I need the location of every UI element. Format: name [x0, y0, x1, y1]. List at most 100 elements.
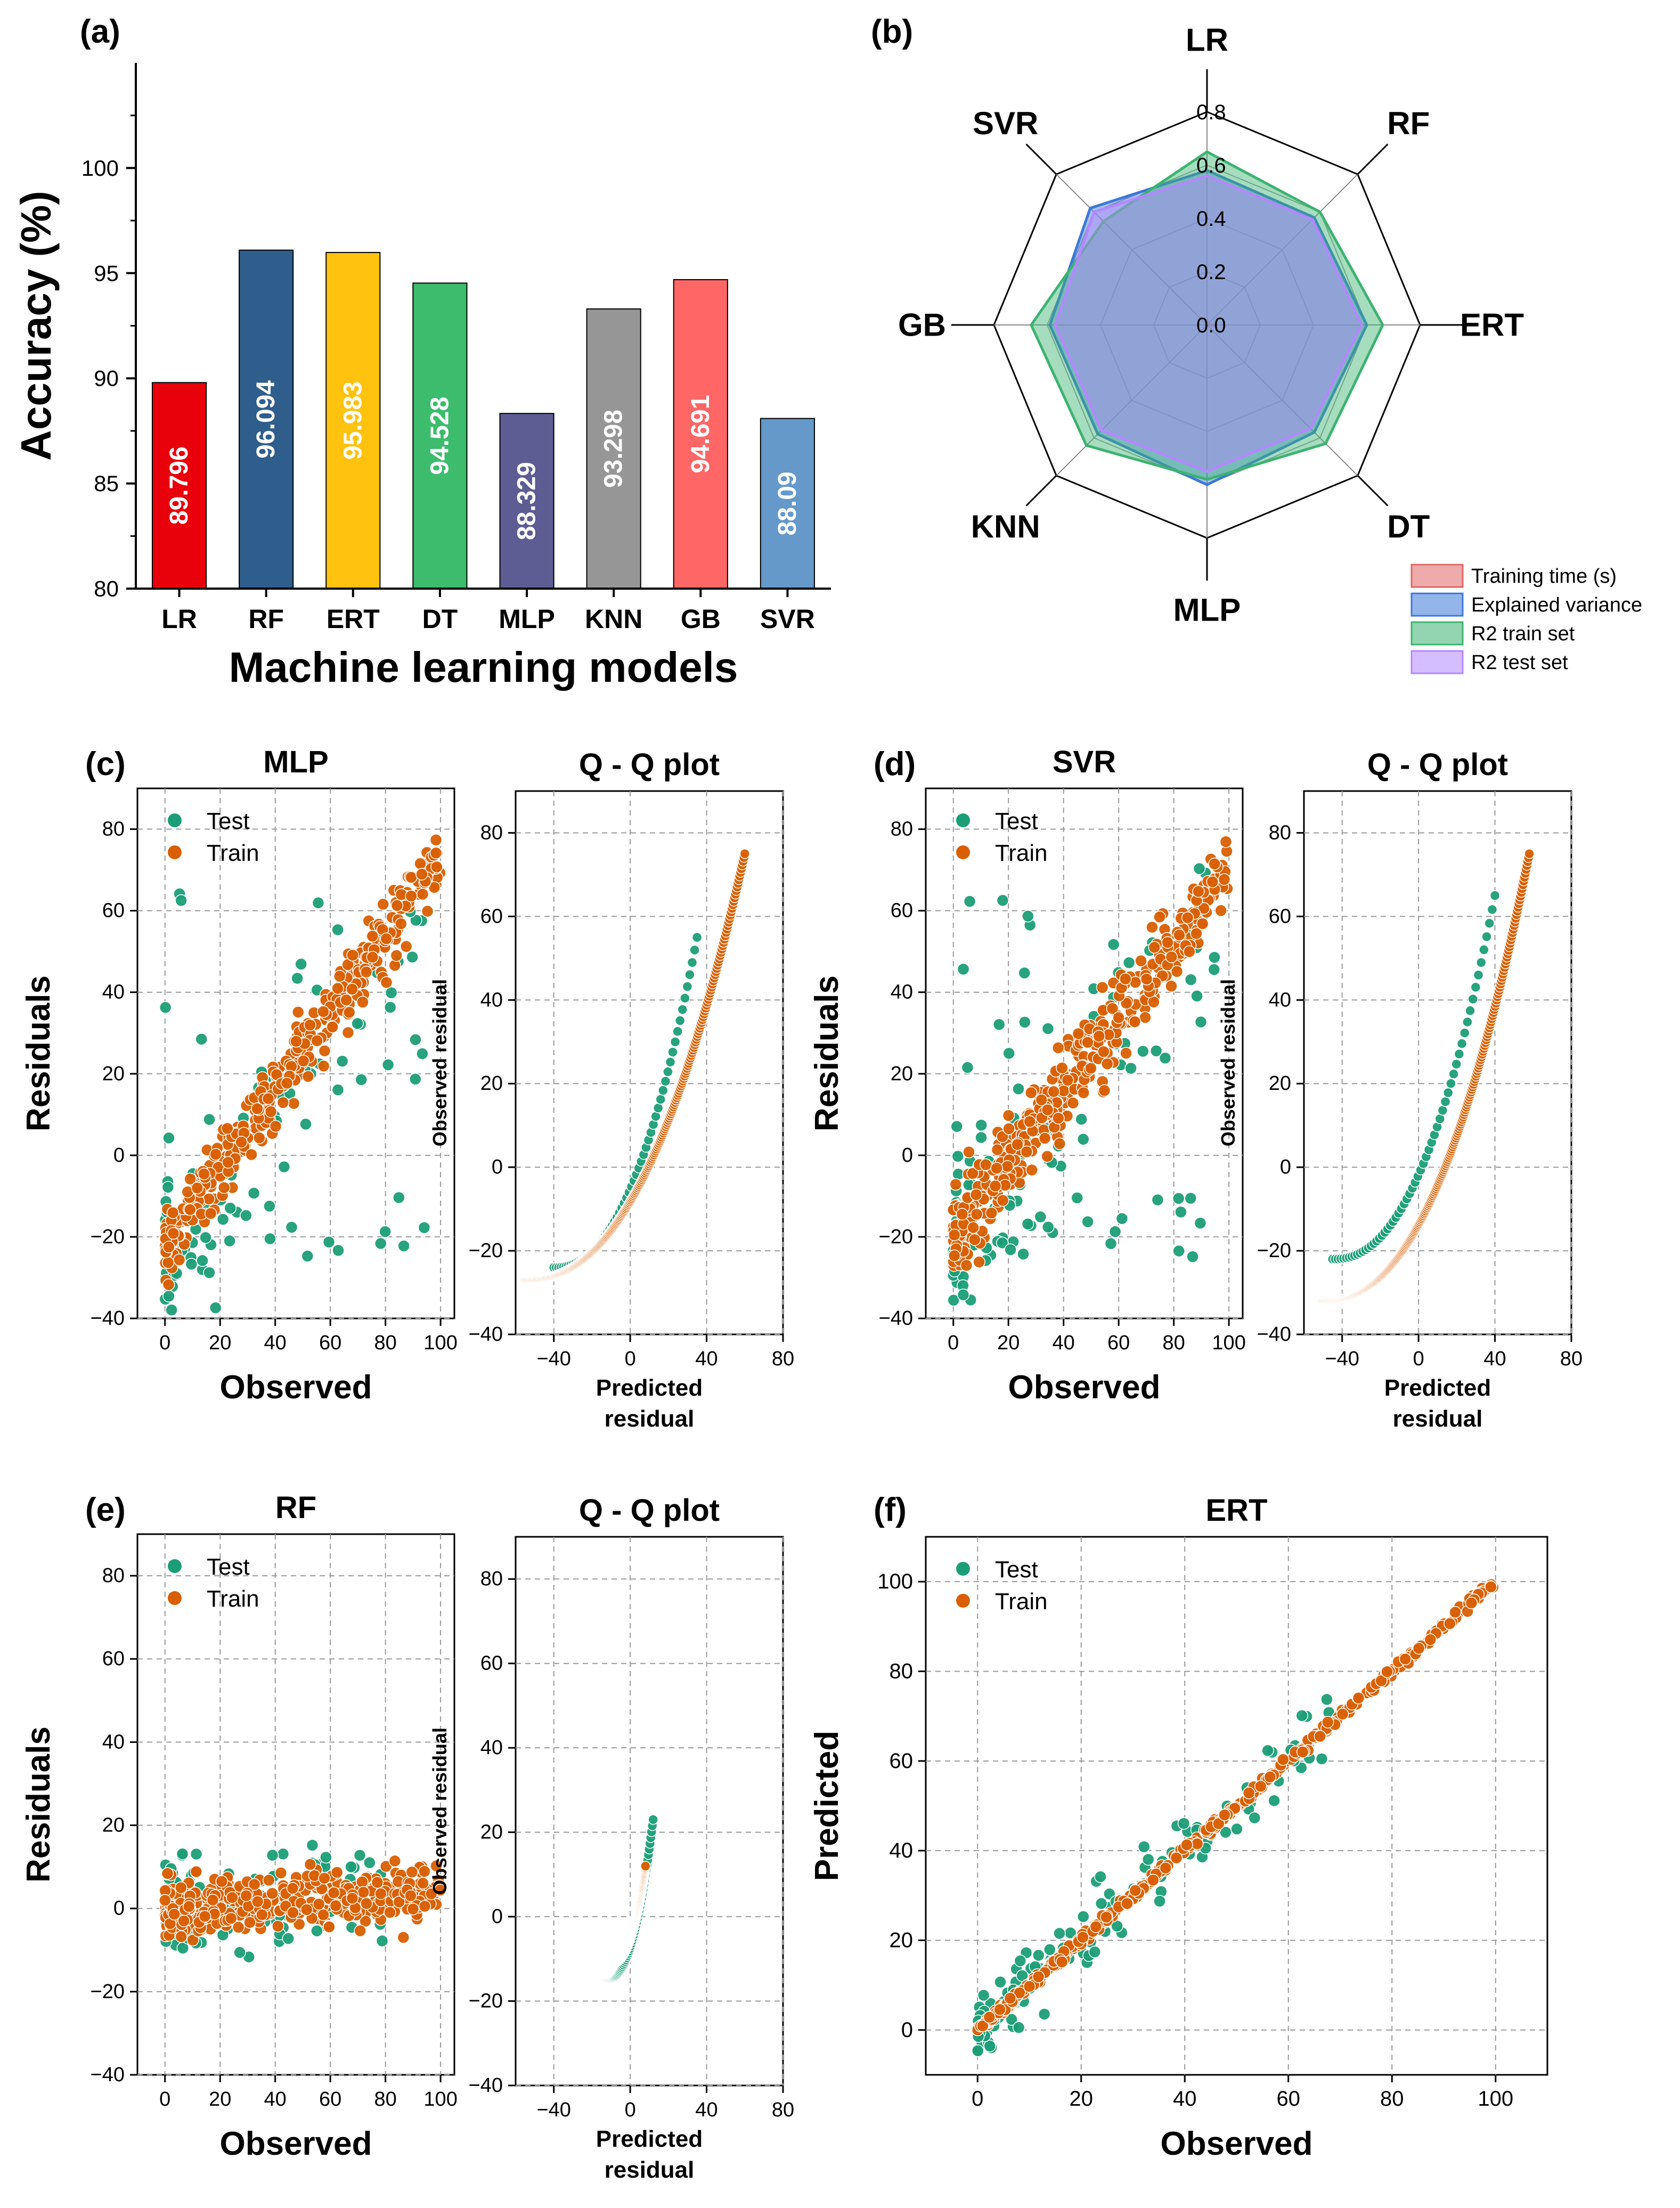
y-tick-label: 80	[102, 1565, 125, 1587]
data-point	[1489, 890, 1500, 901]
data-point	[1153, 910, 1166, 924]
x-tick-label: −40	[536, 1348, 570, 1370]
legend-marker	[956, 1562, 970, 1576]
data-point	[682, 981, 693, 992]
series-test	[1327, 890, 1500, 1265]
legend-label: Training time (s)	[1471, 565, 1617, 588]
data-point	[405, 1865, 419, 1879]
data-point	[221, 1122, 234, 1135]
data-point	[353, 1849, 366, 1862]
radar-r-tick-label: 0.0	[1196, 314, 1226, 337]
radar-spoke-ext	[1357, 143, 1389, 175]
data-point	[1041, 1220, 1055, 1234]
data-point	[1081, 1215, 1094, 1228]
data-point	[331, 923, 344, 936]
data-point	[318, 1045, 331, 1057]
data-point	[1066, 1096, 1080, 1110]
x-tick-label: 60	[1107, 1332, 1130, 1354]
y-tick-label: 0	[492, 1905, 503, 1928]
data-point	[191, 1182, 204, 1194]
data-point	[204, 1207, 217, 1220]
y-tick-label: 0	[901, 2018, 913, 2042]
radar-axis-label: KNN	[971, 509, 1040, 544]
data-point	[677, 1004, 688, 1015]
data-point	[215, 1875, 229, 1888]
data-point	[1129, 1884, 1142, 1897]
radar-chart-b: LR RF ERT DT MLP KNN GB SVR 0.0 0.2 0.4 0.6 0.8 Train…	[898, 22, 1642, 674]
data-point	[1456, 1038, 1467, 1049]
data-point	[430, 860, 443, 874]
data-point	[1194, 1015, 1208, 1029]
chart-e-qq: −40 0 40 80 −40 −20 0 20 40 60 80 Q - Q plot Predict…	[429, 1493, 794, 2183]
data-point	[975, 1119, 988, 1132]
data-point	[418, 1900, 431, 1913]
data-point	[393, 1895, 406, 1909]
data-point	[993, 2003, 1006, 2016]
data-point	[405, 890, 418, 902]
data-point	[385, 986, 398, 999]
x-tick-label: 40	[1483, 1348, 1506, 1370]
data-point	[1186, 1250, 1199, 1263]
data-point	[280, 1077, 293, 1090]
data-point	[320, 1851, 332, 1864]
data-point	[1032, 1970, 1045, 1983]
data-point	[285, 1221, 298, 1234]
y-axis-title: Residuals	[809, 975, 845, 1131]
data-point	[311, 1925, 323, 1937]
legend-label: R2 train set	[1471, 623, 1575, 645]
radar-spoke-ext	[1357, 475, 1389, 507]
data-point	[418, 1221, 431, 1234]
data-point	[266, 1887, 279, 1900]
data-point	[295, 958, 307, 971]
data-point	[414, 857, 427, 870]
data-point	[304, 1019, 316, 1032]
data-point	[323, 1920, 336, 1933]
data-point	[975, 1131, 988, 1144]
data-point	[1047, 1085, 1060, 1098]
data-point	[950, 1120, 964, 1133]
data-point	[264, 1105, 278, 1118]
y-tick-label: 20	[890, 1929, 914, 1952]
x-tick-label: 60	[319, 1332, 341, 1354]
legend-label: Train	[207, 1586, 259, 1612]
x-tick-label: 20	[1070, 2087, 1094, 2111]
data-point	[1190, 927, 1203, 940]
data-point	[1041, 1022, 1055, 1035]
data-point	[430, 1860, 443, 1872]
bar-DT	[412, 282, 468, 589]
y-tick-label: −20	[91, 1981, 125, 2003]
plot-frame	[515, 1536, 784, 2087]
data-point	[1088, 1945, 1102, 1958]
data-point	[977, 1989, 990, 2002]
y-tick-label: −20	[91, 1226, 125, 1248]
plot-title: Q - Q plot	[1367, 747, 1508, 782]
radar-axis-label: SVR	[973, 105, 1038, 141]
legend-marker	[168, 1559, 182, 1573]
data-point	[351, 1017, 364, 1030]
data-point	[640, 1861, 651, 1871]
data-point	[380, 932, 393, 946]
data-point	[1021, 1217, 1034, 1231]
legend-marker	[956, 845, 970, 859]
data-point	[969, 1188, 983, 1201]
data-point	[1122, 956, 1136, 969]
data-point	[1336, 1708, 1349, 1721]
y-tick-label: 95	[94, 260, 119, 286]
data-point	[1149, 1045, 1163, 1057]
x-axis-title: Observed	[219, 2125, 372, 2162]
data-point	[653, 1103, 664, 1113]
x-axis-title: residual	[605, 2157, 695, 2183]
data-point	[1320, 1693, 1333, 1706]
data-point	[674, 1015, 686, 1026]
y-tick-label: 20	[480, 1072, 503, 1095]
data-point	[168, 1908, 181, 1921]
data-point	[1190, 1837, 1204, 1851]
data-point	[1314, 1730, 1327, 1743]
data-point	[1467, 993, 1478, 1005]
data-point	[274, 1867, 288, 1879]
data-point	[248, 1878, 261, 1891]
panel-label-a: (a)	[80, 13, 120, 50]
data-point	[665, 1057, 676, 1068]
x-tick-label: 0	[159, 2088, 170, 2111]
legend-label: R2 test set	[1471, 651, 1568, 674]
